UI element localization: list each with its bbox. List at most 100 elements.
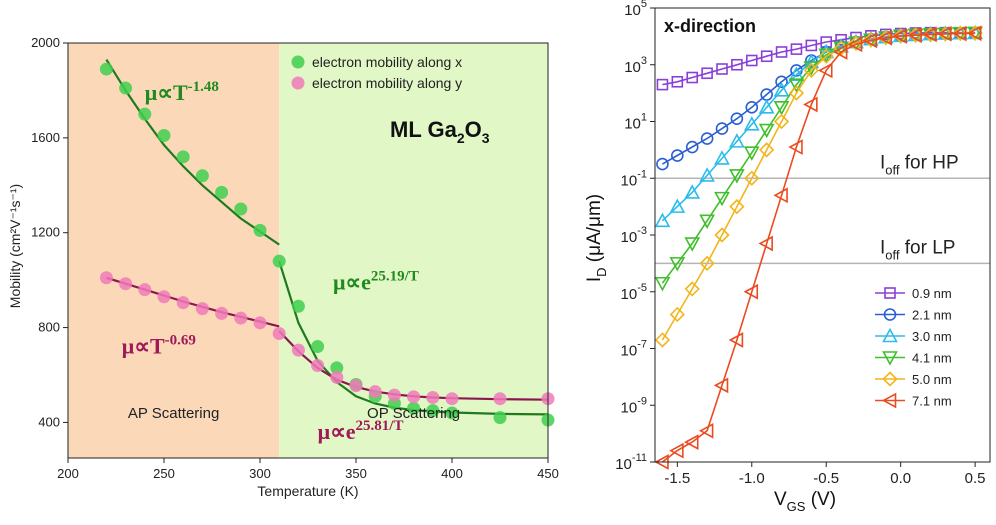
- transfer-point-1-0: [656, 157, 669, 171]
- data-point-0-0: [99, 62, 113, 76]
- data-point-0-17: [426, 404, 440, 418]
- legend-label-1: electron mobility along y: [312, 75, 462, 91]
- legend-marker-right-0: [884, 287, 896, 299]
- data-point-1-9: [272, 327, 286, 340]
- data-point-0-16: [407, 401, 421, 415]
- y-tick-base-7: 10: [621, 399, 638, 416]
- fit-annotation-base-1: μ∝e: [333, 270, 371, 295]
- transfer-point-0-10: [805, 39, 818, 52]
- transfer-point-0-7: [760, 50, 773, 63]
- transfer-point-0-6: [745, 54, 758, 67]
- y-tick-base-0: 10: [624, 2, 641, 19]
- data-point-0-8: [253, 223, 267, 237]
- y-tick-base-4: 10: [621, 229, 638, 246]
- transfer-point-4-9: [788, 85, 805, 101]
- y-tick-exp-0: 5: [641, 0, 647, 10]
- transfer-point-1-1: [671, 149, 684, 162]
- legend-label-right-1: 2.1 nm: [912, 308, 952, 323]
- transfer-point-4-4: [714, 227, 730, 243]
- y-tick-label-right-8: 10-11: [615, 452, 647, 473]
- transfer-point-0-9: [790, 43, 803, 55]
- legend-marker-right-4: [882, 371, 898, 387]
- transfer-point-4-6: [744, 170, 760, 186]
- y-tick-label-right-6: 10-7: [621, 339, 647, 360]
- x-tick-label-right-0: -1.5: [664, 470, 690, 487]
- transfer-point-1-2: [685, 140, 699, 154]
- transfer-point-5-21: [966, 25, 982, 42]
- transfer-point-0-3: [701, 67, 713, 80]
- x-axis-ticks: 200 250 300 350 400 450: [57, 458, 559, 481]
- transfer-line-5: [661, 32, 976, 463]
- fit-annotation-base-2: μ∝T: [122, 334, 165, 359]
- y-tick-label-2: 1200: [31, 225, 60, 240]
- x-tick-label-5: 450: [537, 466, 559, 481]
- transfer-point-5-14: [862, 32, 878, 49]
- fit-annotation-exp-1: 25.19/T: [371, 269, 419, 285]
- data-point-1-6: [215, 306, 229, 320]
- fit-annotation-exp-3: 25.81/T: [356, 418, 404, 434]
- data-point-0-2: [138, 107, 152, 121]
- ioff-label-sub-1: off: [885, 247, 900, 262]
- transfer-point-4-18: [922, 26, 939, 43]
- material-label-sub3: 3: [482, 130, 490, 146]
- legend-label-right-3: 4.1 nm: [912, 351, 952, 366]
- transfer-point-5-2: [684, 434, 699, 450]
- y-axis-label-right: ID (μA/μm): [584, 194, 609, 282]
- data-point-0-3: [157, 128, 171, 142]
- transfer-curves: [654, 24, 983, 470]
- y-axis-label-end: (μA/μm): [584, 194, 605, 268]
- data-point-0-10: [291, 299, 305, 313]
- y-axis-ticks: 400 800 1200 1600 2000: [31, 35, 68, 429]
- data-point-1-19: [493, 392, 507, 406]
- data-point-1-15: [387, 388, 401, 402]
- data-point-1-1: [119, 277, 133, 291]
- transfer-point-5-16: [892, 28, 907, 44]
- transfer-point-4-21: [967, 25, 983, 41]
- transfer-point-4-10: [803, 62, 819, 79]
- transfer-point-3-8: [773, 101, 790, 116]
- transfer-point-2-4: [714, 150, 730, 165]
- transfer-point-2-5: [729, 133, 745, 148]
- transfer-point-5-1: [669, 442, 684, 459]
- transfer-point-5-4: [713, 377, 729, 394]
- y-axis-label-sub: D: [594, 267, 609, 276]
- legend-marker-right-3: [882, 351, 898, 366]
- transfer-point-3-5: [729, 169, 745, 184]
- y-tick-label-right-0: 105: [624, 0, 647, 19]
- transfer-point-5-10: [803, 96, 818, 113]
- legend-marker-right-2: [882, 327, 898, 343]
- y-tick-exp-6: -7: [637, 339, 647, 351]
- transfer-point-5-19: [937, 25, 952, 42]
- region-labels: AP Scattering OP Scattering: [128, 405, 460, 422]
- transfer-point-2-3: [699, 167, 715, 182]
- transfer-point-1-5: [730, 112, 744, 125]
- transfer-point-4-19: [937, 26, 953, 42]
- data-point-0-12: [330, 361, 344, 375]
- data-point-1-13: [349, 379, 363, 393]
- x-axis-label-sub: GS: [787, 499, 806, 514]
- y-tick-exp-2: 1: [641, 112, 647, 124]
- x-tick-label-right-3: 0.0: [890, 470, 911, 487]
- y-tick-exp-3: -1: [637, 168, 647, 180]
- ioff-label-1: Ioff for LP: [880, 237, 955, 262]
- transfer-point-0-12: [835, 33, 847, 46]
- data-point-1-3: [157, 290, 171, 304]
- direction-title: x-direction: [664, 16, 756, 36]
- transfer-point-1-6: [745, 101, 759, 114]
- transfer-point-2-9: [788, 66, 805, 81]
- y-tick-label-right-7: 10-9: [621, 395, 647, 416]
- legend-right: 0.9 nm 2.1 nm 3.0 nm 4.1 nm 5.0 nm 7.1 nm: [875, 286, 952, 409]
- transfer-point-1-3: [700, 132, 714, 145]
- data-point-0-9: [272, 254, 286, 268]
- data-point-0-1: [119, 81, 133, 95]
- data-point-1-14: [368, 385, 382, 399]
- y-tick-exp-7: -9: [637, 395, 647, 407]
- data-point-0-19: [493, 411, 507, 425]
- legend: electron mobility along x electron mobili…: [291, 54, 462, 91]
- ioff-label-main-1: I: [880, 237, 885, 258]
- transfer-point-3-7: [758, 123, 775, 139]
- y-tick-base-1: 10: [624, 59, 641, 76]
- data-point-1-17: [426, 391, 440, 405]
- legend-label-right-0: 0.9 nm: [912, 286, 952, 301]
